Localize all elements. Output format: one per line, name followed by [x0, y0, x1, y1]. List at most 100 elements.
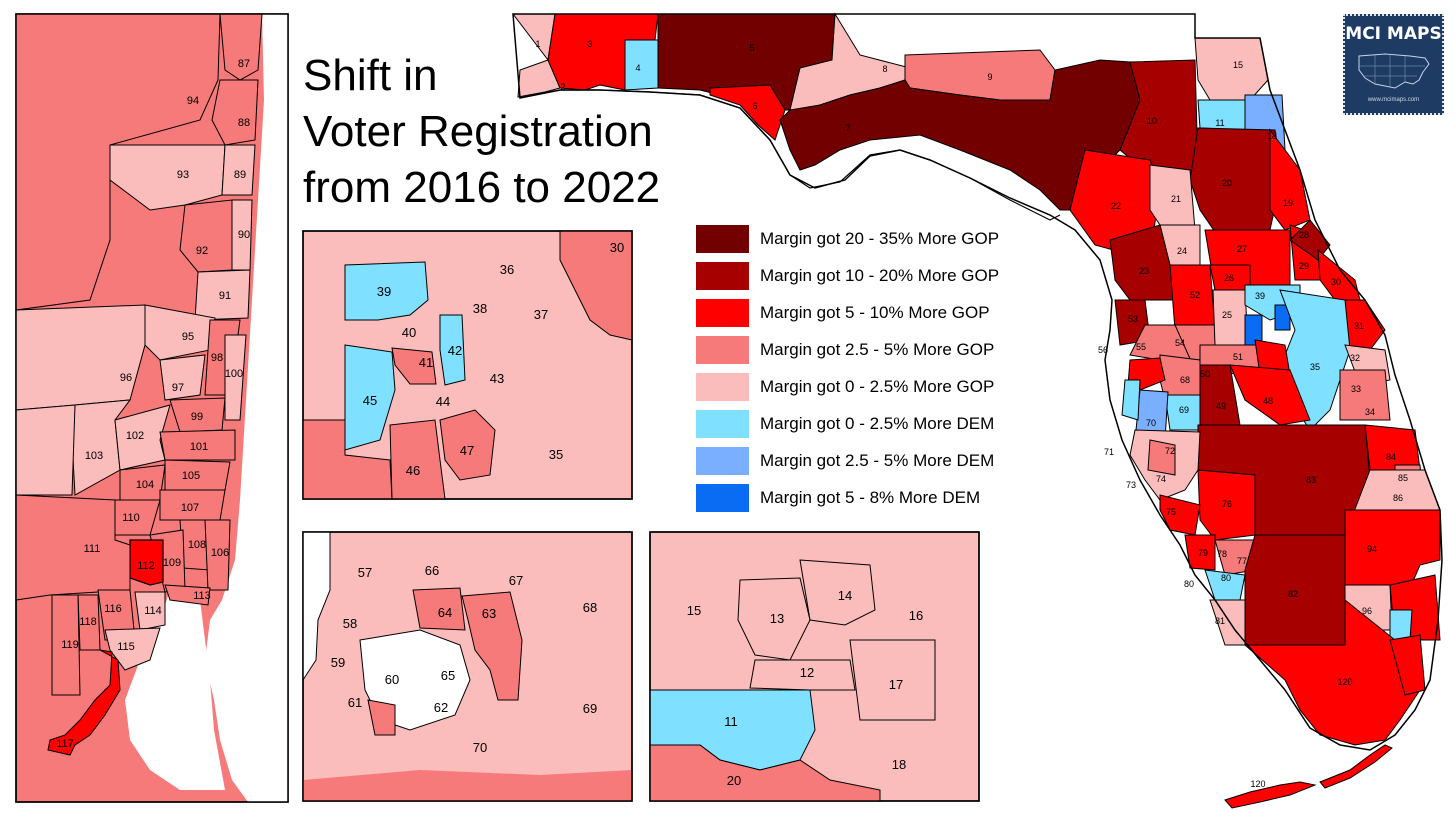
svg-text:114: 114 — [144, 605, 162, 617]
svg-text:49: 49 — [1216, 401, 1226, 411]
svg-text:44: 44 — [436, 394, 450, 409]
svg-text:57: 57 — [358, 565, 372, 580]
svg-text:69: 69 — [1179, 405, 1189, 415]
title-line-1: Shift in — [303, 51, 438, 100]
svg-text:74: 74 — [1156, 474, 1166, 484]
svg-text:60: 60 — [385, 672, 399, 687]
legend-swatch — [696, 335, 749, 364]
inset-south-florida: 87 94 88 93 89 90 92 91 95 98 96 100 97 … — [15, 13, 289, 803]
legend-swatch — [696, 224, 749, 253]
legend-item: Margin got 10 - 20% More GOP — [696, 257, 999, 294]
svg-text:31: 31 — [1354, 321, 1364, 331]
svg-text:63: 63 — [482, 606, 496, 621]
svg-text:5: 5 — [749, 43, 754, 53]
svg-text:47: 47 — [460, 443, 474, 458]
svg-text:86: 86 — [1393, 493, 1403, 503]
svg-text:35: 35 — [549, 447, 563, 462]
svg-text:41: 41 — [419, 355, 433, 370]
svg-text:108: 108 — [188, 539, 206, 551]
legend-item: Margin got 0 - 2.5% More DEM — [696, 405, 999, 442]
svg-text:77: 77 — [1237, 556, 1247, 566]
svg-text:68: 68 — [1180, 375, 1190, 385]
svg-text:13: 13 — [770, 611, 784, 626]
svg-text:117: 117 — [56, 738, 74, 750]
legend-swatch — [696, 446, 749, 475]
legend-swatch — [696, 372, 749, 401]
svg-text:120: 120 — [1337, 677, 1352, 687]
svg-text:72: 72 — [1165, 446, 1175, 456]
svg-text:61: 61 — [348, 695, 362, 710]
inset-jacksonville: 15 13 14 16 12 17 11 18 20 — [649, 531, 980, 802]
svg-text:98: 98 — [211, 352, 223, 364]
svg-text:111: 111 — [84, 543, 101, 555]
legend-label: Margin got 0 - 2.5% More GOP — [760, 376, 995, 396]
svg-text:118: 118 — [79, 616, 97, 628]
legend-label: Margin got 2.5 - 5% More GOP — [760, 339, 995, 359]
svg-text:9: 9 — [987, 72, 992, 82]
svg-text:78: 78 — [1217, 549, 1227, 559]
svg-text:27: 27 — [1237, 244, 1247, 254]
legend-item: Margin got 5 - 8% More DEM — [696, 479, 999, 516]
legend-item: Margin got 2.5 - 5% More DEM — [696, 442, 999, 479]
legend-label: Margin got 5 - 8% More DEM — [760, 487, 981, 507]
svg-text:90: 90 — [238, 229, 250, 241]
svg-text:70: 70 — [473, 740, 487, 755]
svg-text:14: 14 — [838, 588, 852, 603]
svg-text:113: 113 — [193, 590, 211, 602]
svg-text:97: 97 — [172, 382, 184, 394]
svg-text:17: 17 — [889, 677, 903, 692]
svg-text:51: 51 — [1233, 352, 1243, 362]
svg-text:56: 56 — [1098, 345, 1108, 355]
svg-text:101: 101 — [190, 441, 208, 453]
south-florida-labels: 87 94 88 93 89 90 92 91 95 98 96 100 97 … — [56, 58, 250, 750]
legend-label: Margin got 2.5 - 5% More DEM — [760, 450, 995, 470]
svg-text:39: 39 — [1255, 291, 1265, 301]
map-title: Shift in Voter Registration from 2016 to… — [303, 48, 660, 216]
svg-text:70: 70 — [1146, 418, 1156, 428]
florida-main-map — [511, 12, 1443, 809]
svg-text:105: 105 — [182, 470, 200, 482]
svg-text:29: 29 — [1299, 261, 1309, 271]
svg-text:76: 76 — [1222, 499, 1232, 509]
svg-text:64: 64 — [438, 605, 452, 620]
svg-text:50: 50 — [1200, 369, 1210, 379]
svg-text:83: 83 — [1306, 475, 1316, 485]
svg-text:79: 79 — [1198, 548, 1208, 558]
svg-text:75: 75 — [1166, 507, 1176, 517]
inset-tampa: 57 66 67 68 64 63 58 59 60 65 61 62 69 7… — [302, 531, 633, 802]
legend-swatch — [696, 298, 749, 327]
svg-text:4: 4 — [635, 63, 640, 73]
svg-text:18: 18 — [892, 757, 906, 772]
us-map-icon — [1358, 53, 1430, 89]
svg-text:66: 66 — [425, 563, 439, 578]
svg-text:120: 120 — [1250, 779, 1265, 789]
svg-text:71: 71 — [1104, 447, 1114, 457]
svg-text:73: 73 — [1126, 480, 1136, 490]
svg-text:7: 7 — [845, 123, 850, 133]
logo-url: www.mcimaps.com — [1367, 97, 1420, 103]
svg-text:12: 12 — [800, 665, 814, 680]
svg-text:3: 3 — [587, 39, 592, 49]
svg-text:30: 30 — [1331, 277, 1341, 287]
svg-text:40: 40 — [402, 325, 416, 340]
orlando-labels: 30 36 39 38 37 40 42 41 43 45 44 46 47 3… — [363, 240, 624, 478]
tampa-labels: 57 66 67 68 64 63 58 59 60 65 61 62 69 7… — [331, 563, 597, 755]
title-line-3: from 2016 to 2022 — [303, 163, 661, 212]
svg-text:23: 23 — [1139, 266, 1149, 276]
svg-text:11: 11 — [724, 714, 738, 729]
svg-text:110: 110 — [122, 512, 140, 524]
svg-text:43: 43 — [490, 371, 504, 386]
svg-text:96: 96 — [1362, 606, 1372, 616]
svg-text:104: 104 — [136, 479, 154, 491]
svg-text:30: 30 — [610, 240, 624, 255]
svg-text:52: 52 — [1190, 290, 1200, 300]
svg-text:95: 95 — [182, 331, 194, 343]
svg-text:24: 24 — [1177, 246, 1187, 256]
svg-text:96: 96 — [120, 372, 132, 384]
mci-maps-logo: MCI MAPS www.mcimaps.com — [1343, 14, 1444, 115]
legend-label: Margin got 5 - 10% More GOP — [760, 302, 990, 322]
svg-text:91: 91 — [219, 290, 231, 302]
inset-orlando: 30 36 39 38 37 40 42 41 43 45 44 46 47 3… — [302, 230, 633, 500]
logo-text: MCI MAPS — [1345, 24, 1442, 44]
svg-text:84: 84 — [1386, 452, 1396, 462]
